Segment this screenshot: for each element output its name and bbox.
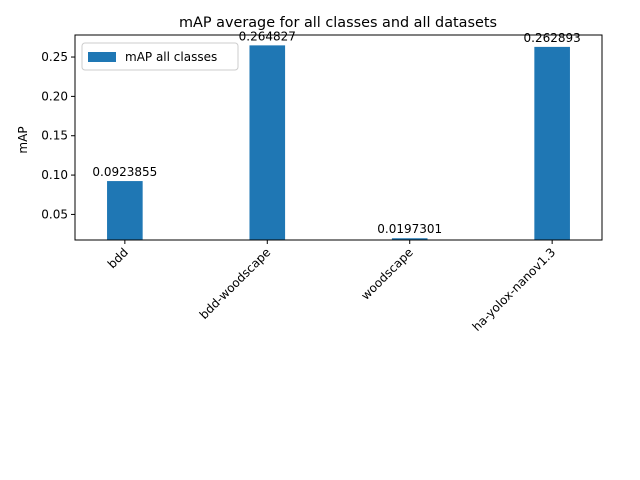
legend-box [81, 42, 239, 71]
bar-value-label: 0.0197301 [377, 222, 442, 236]
bar-bdd [107, 181, 143, 240]
bar-bdd-woodscape [249, 45, 286, 240]
chart-title: mAP average for all classes and all data… [179, 15, 497, 31]
plot-frame [74, 34, 603, 241]
bar-labels-group: 0.0923855 0.264827 0.0197301 0.262893 [92, 29, 580, 236]
bar-value-label: 0.0923855 [92, 165, 157, 179]
bar-value-label: 0.262893 [524, 31, 581, 45]
bar-ha-yolox-nanov1.3 [534, 46, 570, 240]
y-tick-label: 0.10 [41, 168, 68, 182]
legend: mAP all classes [81, 42, 239, 71]
bars-group [107, 45, 570, 240]
bar-woodscape [391, 238, 428, 240]
bar-value-label: 0.264827 [239, 29, 296, 43]
y-tick-label: 0.25 [41, 50, 68, 64]
y-ticks-group: 0.05 0.10 0.15 0.20 0.25 [41, 50, 75, 221]
y-axis-label: mAP [16, 126, 30, 153]
legend-swatch [88, 52, 116, 62]
y-tick-label: 0.05 [41, 207, 68, 221]
y-tick-label: 0.15 [41, 129, 68, 143]
y-tick-label: 0.20 [41, 89, 68, 103]
legend-label: mAP all classes [125, 50, 217, 64]
